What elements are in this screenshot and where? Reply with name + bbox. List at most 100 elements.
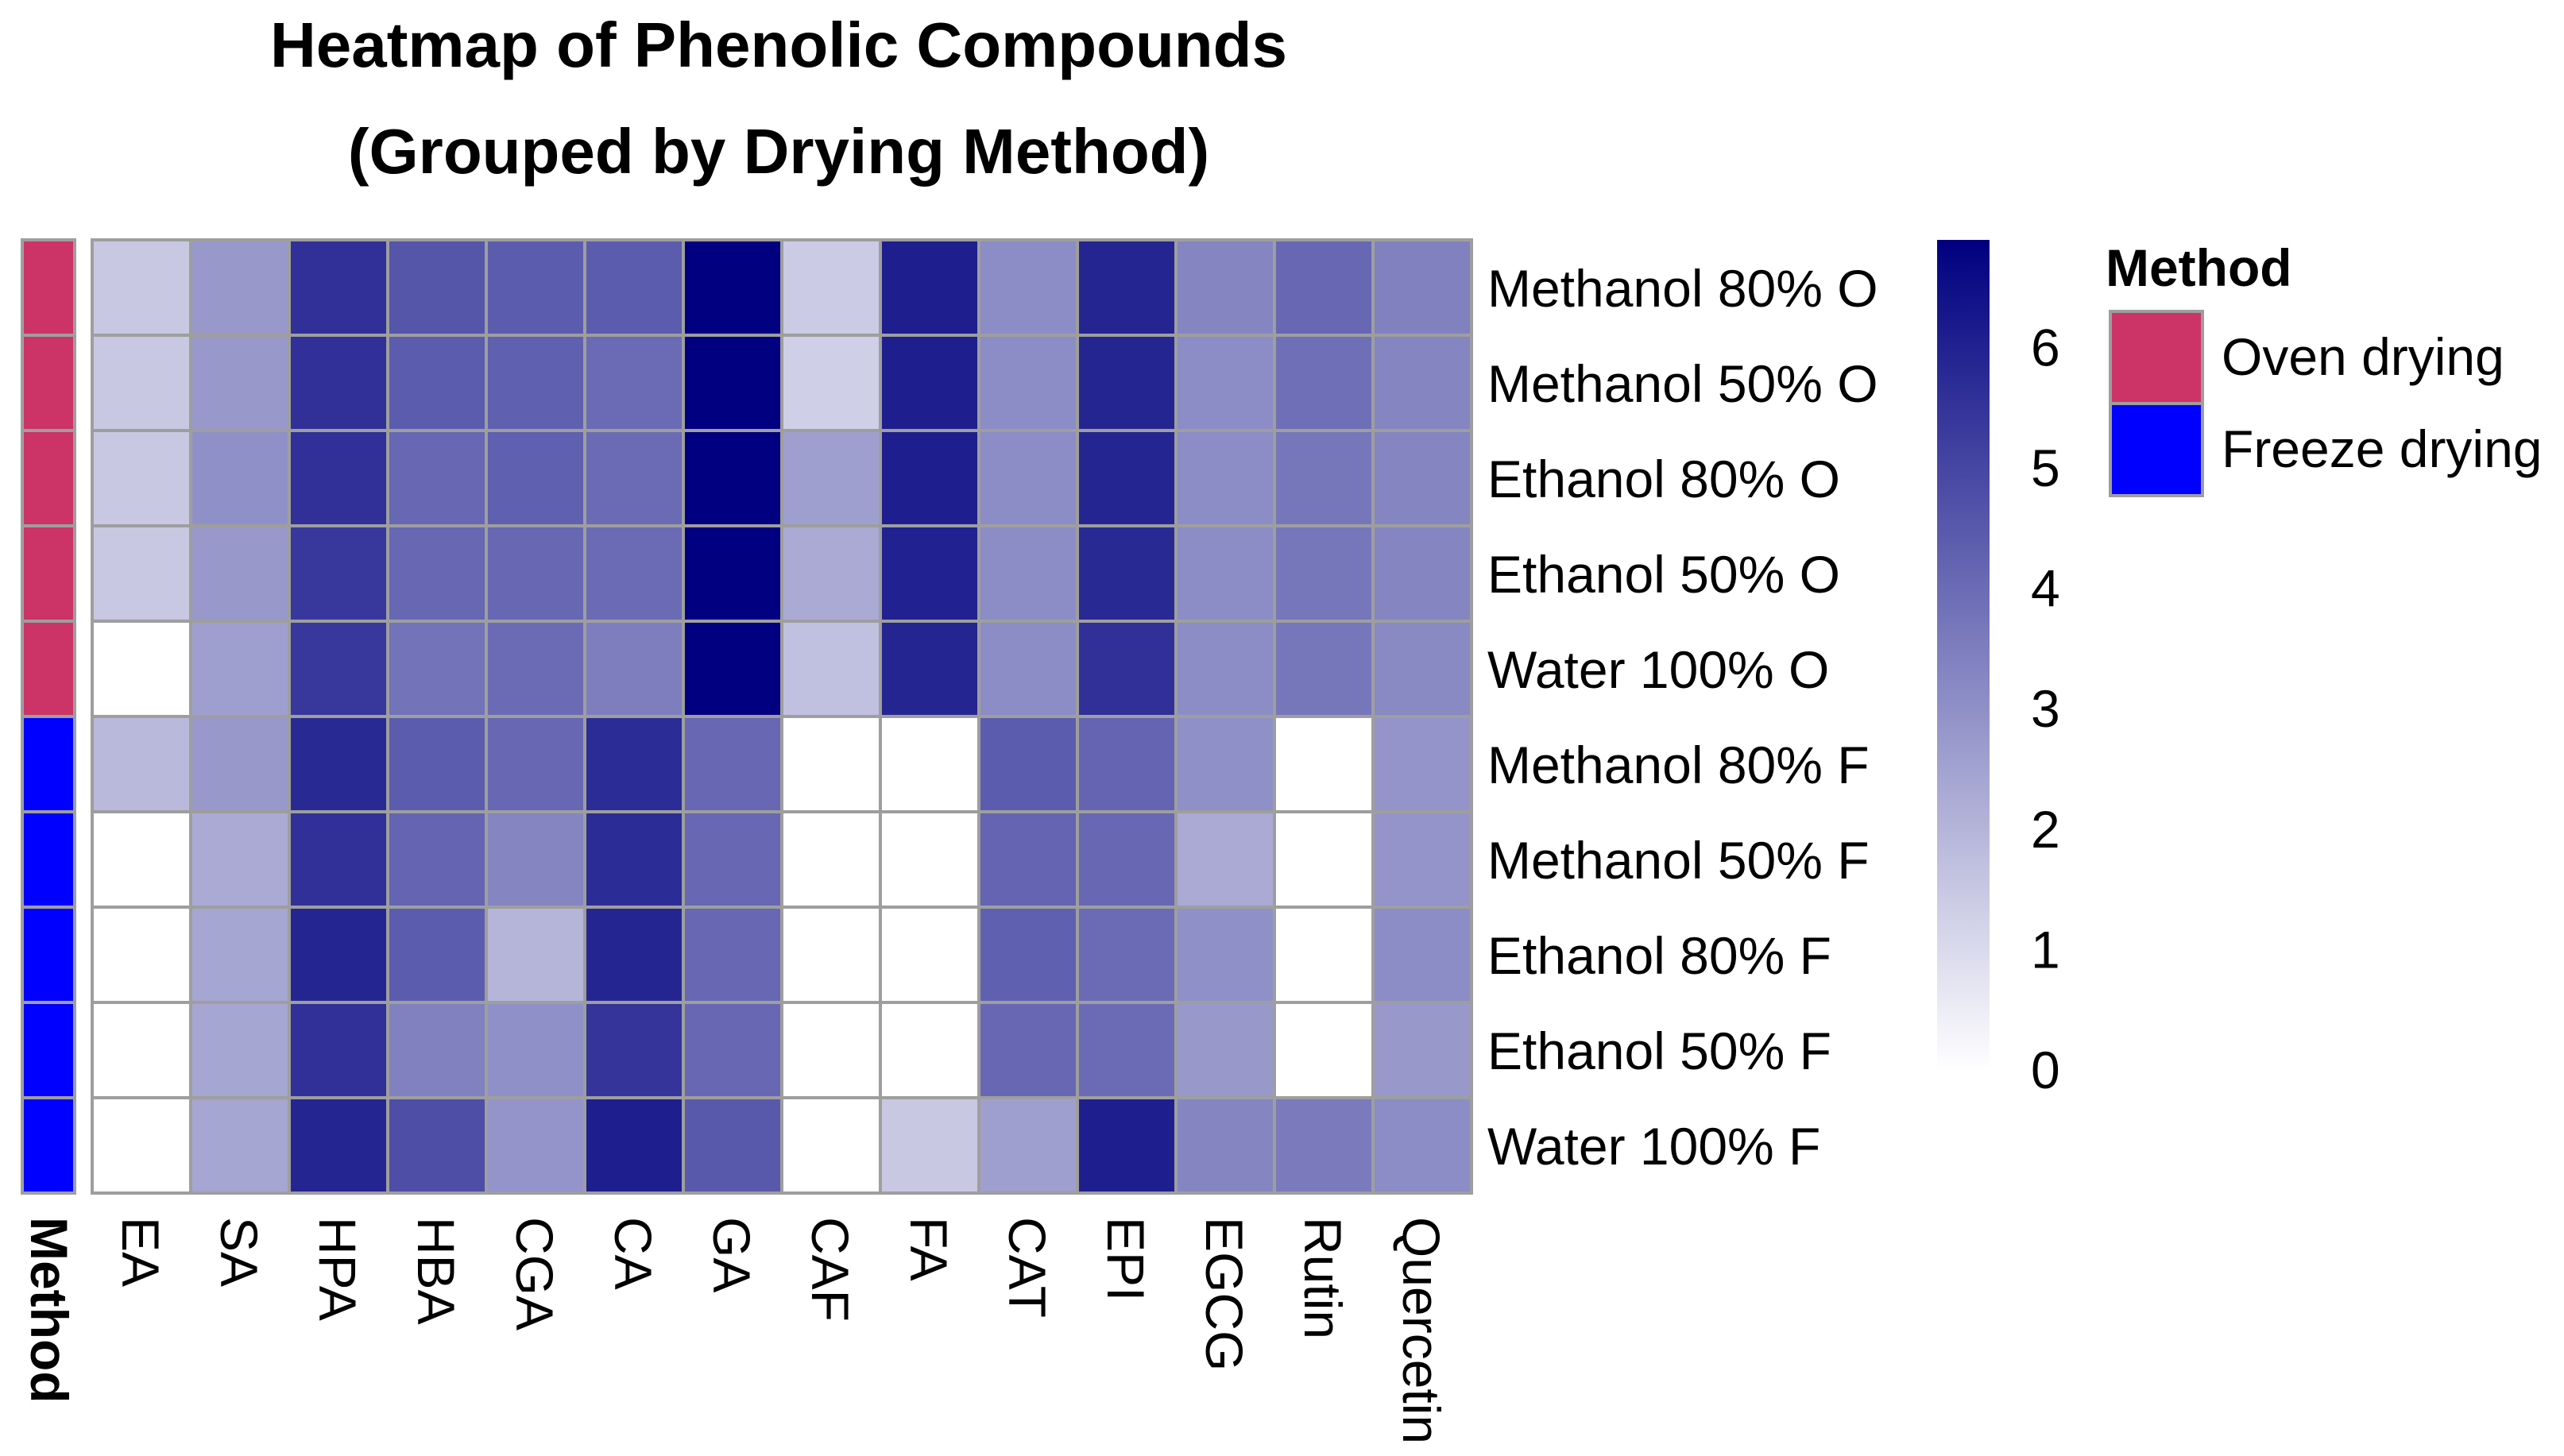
heatmap-cell	[1076, 810, 1178, 909]
heatmap-cell	[1273, 429, 1375, 527]
heatmap-cell	[485, 620, 586, 718]
heatmap-cell	[583, 429, 685, 527]
column-label: CAT	[998, 1217, 1057, 1318]
method-annotation-cell	[21, 906, 76, 1004]
heatmap-cell	[977, 429, 1079, 527]
heatmap-cell	[1076, 238, 1178, 337]
legend-item-label: Freeze drying	[2222, 419, 2543, 478]
heatmap-cell	[386, 524, 488, 623]
heatmap-cell	[189, 1001, 291, 1099]
heatmap-cell	[879, 906, 980, 1004]
chart-title: Heatmap of Phenolic Compounds (Grouped b…	[270, 10, 1287, 187]
column-labels: EA SA HPA HBA CGA CA GA CAF FA CAT EPI EGCG Rutin Que…	[111, 1217, 1451, 1444]
heatmap-cell	[780, 1096, 882, 1195]
colorbar-tick-label: 6	[2031, 318, 2060, 377]
heatmap-cell	[1273, 810, 1375, 909]
heatmap-cell	[1174, 715, 1276, 813]
heatmap-cell	[583, 810, 685, 909]
heatmap-cell	[1076, 524, 1178, 623]
heatmap-cells	[91, 238, 1473, 1195]
row-label: Methanol 80% F	[1487, 736, 1870, 794]
heatmap-cell	[1273, 715, 1375, 813]
heatmap-cell	[91, 1096, 192, 1195]
heatmap-cell	[977, 906, 1079, 1004]
heatmap-cell	[583, 238, 685, 337]
heatmap-cell	[1371, 429, 1473, 527]
heatmap-cell	[977, 1001, 1079, 1099]
heatmap-cell	[386, 1001, 488, 1099]
heatmap-cell	[91, 238, 192, 337]
row-labels: Methanol 80% O Methanol 50% O Ethanol 80% …	[1487, 259, 1878, 1176]
heatmap-cell	[485, 715, 586, 813]
heatmap-cell	[879, 524, 980, 623]
column-label: CA	[604, 1217, 663, 1290]
method-annotation-cell	[21, 810, 76, 909]
column-label: CAF	[801, 1217, 860, 1322]
legend-swatch	[2109, 402, 2204, 497]
heatmap-cell	[682, 1001, 783, 1099]
heatmap-cell	[1371, 334, 1473, 432]
colorbar: 6 5 4 3 2 1 0	[1937, 240, 2060, 1099]
row-label: Methanol 50% F	[1487, 831, 1870, 890]
heatmap-cell	[1273, 238, 1375, 337]
legend-item-label: Oven drying	[2222, 327, 2504, 386]
row-label: Water 100% O	[1487, 640, 1829, 699]
method-annotation-cell	[21, 429, 76, 527]
heatmap-cell	[386, 334, 488, 432]
heatmap-cell	[682, 715, 783, 813]
heatmap-cell	[1371, 810, 1473, 909]
heatmap-cell	[780, 429, 882, 527]
heatmap-cell	[1076, 1001, 1178, 1099]
row-label: Methanol 50% O	[1487, 354, 1878, 413]
column-label: GA	[702, 1217, 761, 1292]
column-label: EPI	[1096, 1217, 1155, 1301]
heatmap-cell	[1174, 620, 1276, 718]
heatmap-cell	[879, 334, 980, 432]
heatmap-cell	[1174, 810, 1276, 909]
heatmap-cell	[386, 429, 488, 527]
column-label: EA	[111, 1217, 170, 1287]
legend-title: Method	[2106, 238, 2292, 297]
heatmap-cell	[879, 810, 980, 909]
heatmap-cell	[682, 524, 783, 623]
heatmap-cell	[879, 1096, 980, 1195]
heatmap-cell	[1076, 429, 1178, 527]
method-annotation-cell	[21, 1096, 76, 1195]
heatmap-cell	[1076, 906, 1178, 1004]
heatmap-cell	[682, 1096, 783, 1195]
heatmap-cell	[977, 238, 1079, 337]
heatmap-cell	[1371, 906, 1473, 1004]
heatmap-cell	[91, 906, 192, 1004]
heatmap-cell	[682, 810, 783, 909]
annotation-column-label: Method	[20, 1217, 79, 1404]
heatmap-cell	[485, 334, 586, 432]
heatmap-cell	[780, 334, 882, 432]
method-annotation-cell	[21, 238, 76, 337]
heatmap-cell	[583, 620, 685, 718]
method-annotation-cell	[21, 524, 76, 623]
heatmap-cell	[583, 1001, 685, 1099]
heatmap-cell	[288, 1096, 389, 1195]
heatmap-cell	[485, 1096, 586, 1195]
heatmap-cell	[879, 429, 980, 527]
heatmap-cell	[288, 715, 389, 813]
title-line-1: Heatmap of Phenolic Compounds	[270, 10, 1287, 80]
heatmap-cell	[1273, 620, 1375, 718]
heatmap-cell	[1174, 334, 1276, 432]
method-annotation-cell	[21, 1001, 76, 1099]
row-label: Ethanol 50% F	[1487, 1022, 1831, 1080]
heatmap-cell	[1076, 715, 1178, 813]
heatmap-cell	[91, 715, 192, 813]
method-legend: Method Oven drying Freeze drying	[2106, 238, 2543, 497]
colorbar-tick-label: 4	[2031, 559, 2060, 618]
heatmap-cell	[1371, 715, 1473, 813]
heatmap-cell	[977, 620, 1079, 718]
heatmap-cell	[91, 334, 192, 432]
column-label: CGA	[505, 1217, 564, 1330]
heatmap-cell	[386, 1096, 488, 1195]
heatmap-cell	[189, 524, 291, 623]
heatmap-cell	[386, 715, 488, 813]
heatmap-cell	[288, 238, 389, 337]
heatmap-cell	[189, 906, 291, 1004]
